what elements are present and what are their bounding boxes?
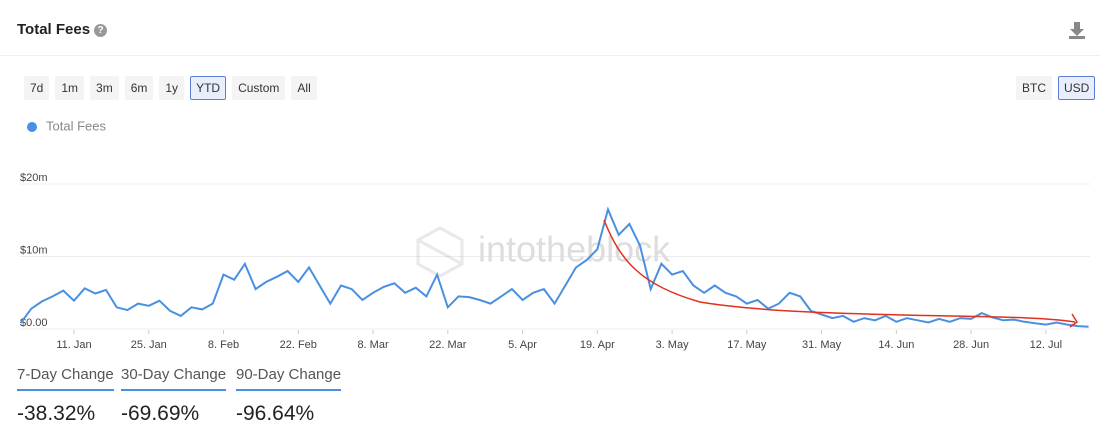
currency-button[interactable]: BTC [1016,76,1052,100]
range-button[interactable]: YTD [190,76,227,100]
x-tick-label: 22. Feb [280,339,317,351]
x-tick-label: 5. Apr [508,339,537,351]
x-tick-label: 14. Jun [878,339,914,351]
range-button[interactable]: 6m [124,76,154,100]
watermark: intotheblock [478,229,671,270]
stat-label: 30-Day Change [121,366,227,391]
range-button[interactable]: 1y [159,76,185,100]
x-tick-label: 12. Jul [1030,339,1062,351]
x-tick-label: 25. Jan [131,339,167,351]
watermark-logo [416,226,464,278]
range-buttons: 7d 1m 3m 6m 1y YTD Custom All [24,76,317,100]
stat: 30-Day Change -69.69% [121,366,227,426]
currency-buttons: BTC USD [1016,76,1096,100]
range-button[interactable]: Custom [232,76,286,100]
x-tick-label: 19. Apr [580,339,615,351]
x-tick-label: 11. Jan [56,339,91,351]
x-tick-label: 31. May [802,339,842,351]
x-tick-label: 28. Jun [953,339,989,351]
range-button[interactable]: All [291,76,317,100]
y-tick-label: $0.00 [20,317,48,329]
stat-label: 7-Day Change [17,366,114,391]
stat: 90-Day Change -96.64% [236,366,342,426]
currency-button[interactable]: USD [1058,76,1096,100]
annotation-arrowhead [1069,313,1079,328]
x-tick-label: 17. May [727,339,767,351]
stat: 7-Day Change -38.32% [17,366,114,426]
legend-label[interactable]: Total Fees [46,118,106,133]
stat-value: -96.64% [236,402,315,425]
legend-marker [27,122,37,132]
y-tick-label: $10m [20,244,48,256]
x-tick-label: 8. Feb [208,339,239,351]
range-button[interactable]: 1m [55,76,85,100]
annotation-curve [603,219,1076,323]
series-line [19,206,1089,328]
y-tick-label: $20m [20,172,48,184]
chart: 12. Jul 28. Jun 14. Jun 31. May 17. May 3. Ma… [19,118,1090,351]
x-tick-label: 3. May [656,339,690,351]
divider [0,55,1100,56]
range-button[interactable]: 3m [90,76,119,100]
widget-title: Total Fees [17,21,91,38]
stat-value: -38.32% [17,402,96,425]
help-icon[interactable]: ? [94,24,107,37]
x-tick-label: 22. Mar [429,339,467,351]
download-icon[interactable] [1068,21,1086,39]
range-button[interactable]: 7d [24,76,50,100]
x-tick-label: 8. Mar [357,339,389,351]
stat-label: 90-Day Change [236,366,342,391]
stat-value: -69.69% [121,402,200,425]
